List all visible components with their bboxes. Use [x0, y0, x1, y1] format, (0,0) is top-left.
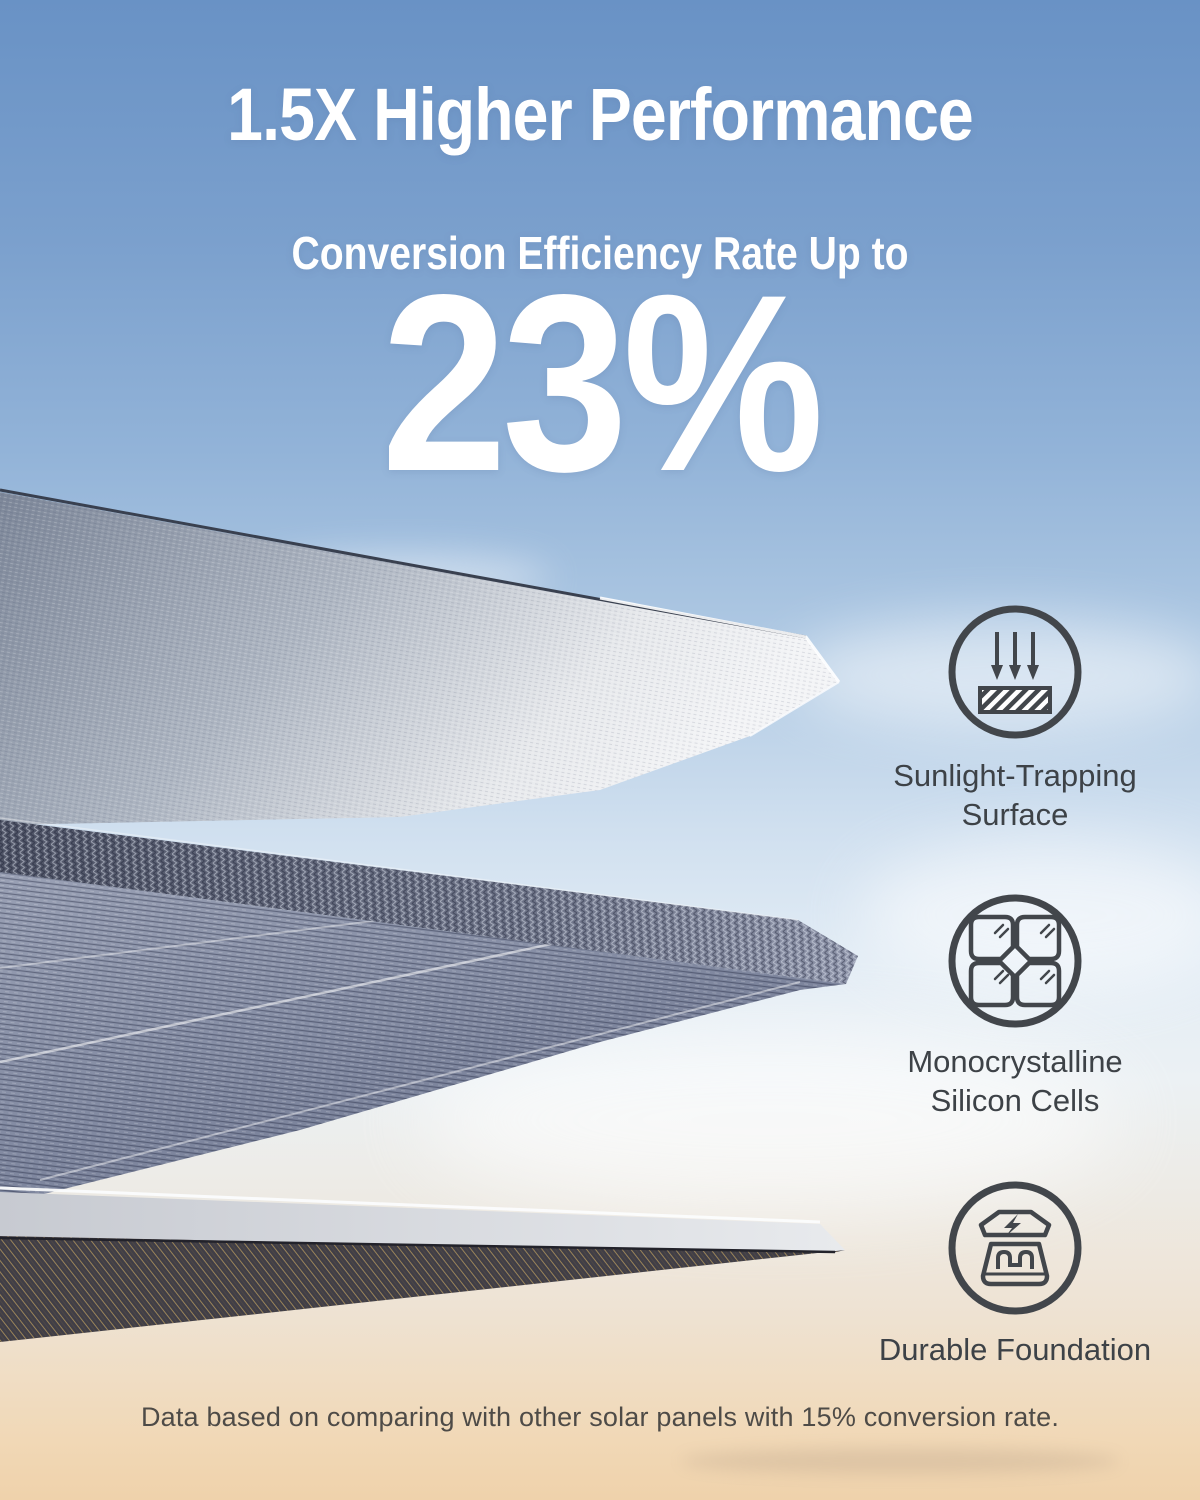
subheadline: Conversion Efficiency Rate Up to	[0, 226, 1200, 280]
feature-label-line2: Surface	[961, 797, 1069, 832]
stat-value: 23%	[0, 258, 1200, 510]
feature-label-line2: Silicon Cells	[930, 1083, 1100, 1118]
feature-label: Sunlight-Trapping Surface	[845, 756, 1185, 834]
sunlight-trapping-icon	[945, 602, 1085, 742]
feature-label: Monocrystalline Silicon Cells	[845, 1042, 1185, 1120]
solar-panel-middle-edge	[0, 817, 858, 984]
solar-panel-bottom-surface	[0, 1186, 845, 1253]
solar-panel-bottom-underside	[0, 1236, 845, 1342]
durable-foundation-icon	[945, 1178, 1085, 1318]
solar-panel-top	[0, 488, 841, 825]
stat-value-text: 23%	[381, 243, 824, 524]
footnote: Data based on comparing with other solar…	[140, 1402, 1060, 1432]
headline: 1.5X Higher Performance	[0, 72, 1200, 157]
feature-label-line1: Sunlight-Trapping	[893, 758, 1137, 793]
feature-label-line1: Monocrystalline	[907, 1044, 1123, 1079]
monocrystalline-cells-icon	[945, 891, 1085, 1031]
feature-label: Durable Foundation	[845, 1330, 1185, 1369]
headline-text: 1.5X Higher Performance	[227, 73, 974, 156]
feature-label-line1: Durable Foundation	[878, 1332, 1152, 1367]
subheadline-text: Conversion Efficiency Rate Up to	[291, 227, 909, 279]
